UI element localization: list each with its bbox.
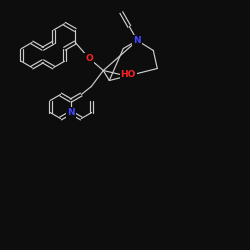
Text: N: N (67, 108, 75, 117)
Text: O: O (86, 54, 93, 63)
Text: N: N (134, 36, 141, 45)
Text: HO: HO (120, 70, 136, 79)
